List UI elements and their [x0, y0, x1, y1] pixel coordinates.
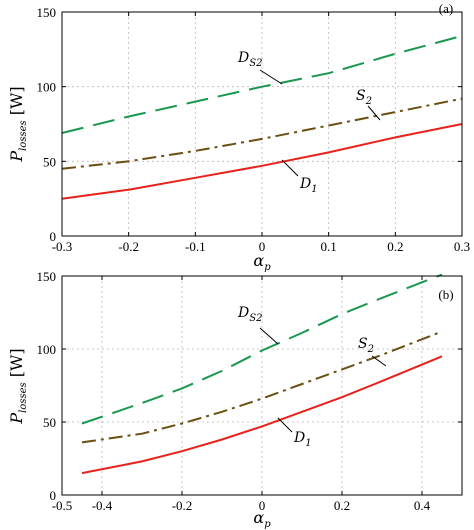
- series-line-d1: [81, 355, 443, 475]
- y-tick-label: 0: [50, 488, 57, 503]
- x-tick-label: -0.2: [118, 239, 139, 254]
- annotation-leader: [259, 69, 283, 85]
- chart-panel-1: -0.5 -0.4 -0.2 0 0.2 0.4 0 50 100 150 αp Plosses [W…: [7, 269, 463, 530]
- series-line-d1: [61, 123, 463, 200]
- x-axis-label: αp: [253, 508, 271, 530]
- y-tick-label: 0: [50, 229, 57, 244]
- x-tick-label: 0: [259, 498, 266, 513]
- x-tick-label: -0.1: [185, 239, 206, 254]
- x-tick-label: 0.2: [387, 239, 403, 254]
- series-annotation-s2: S2: [358, 336, 374, 355]
- series-line-s2: [61, 97, 463, 170]
- panel-label: (a): [439, 1, 453, 16]
- x-tick-label: 0.4: [414, 498, 431, 513]
- y-tick-label: 100: [37, 80, 57, 95]
- chart-panel-0: -0.3 -0.2 -0.1 0 0.1 0.2 0.3 0 50 100 150 αp Plosses…: [7, 1, 470, 273]
- y-tick-label: 150: [37, 5, 57, 20]
- annotation-leader: [371, 355, 387, 367]
- annotation-leader: [277, 417, 293, 433]
- annotation-leader: [367, 105, 381, 121]
- x-tick-label: 0.3: [454, 239, 470, 254]
- series-annotation-ds2: DS2: [237, 305, 262, 324]
- series-annotation-ds2: DS2: [237, 50, 262, 69]
- x-tick-label: -0.5: [52, 498, 73, 513]
- series-annotation-d1: D1: [293, 430, 312, 449]
- annotation-leader: [259, 327, 279, 345]
- y-axis-label: Plosses [W]: [7, 348, 29, 424]
- x-tick-label: -0.2: [172, 498, 193, 513]
- y-tick-label: 150: [37, 269, 57, 284]
- series-line-ds2: [81, 273, 443, 425]
- y-tick-label: 50: [43, 415, 56, 430]
- series-annotation-s2: S2: [356, 88, 372, 107]
- x-axis-label: αp: [253, 251, 271, 273]
- annotation-leader: [281, 159, 299, 177]
- y-tick-label: 50: [43, 154, 56, 169]
- x-tick-label: 0.2: [334, 498, 350, 513]
- series-line-ds2: [61, 34, 463, 134]
- x-tick-label: -0.3: [52, 239, 73, 254]
- panel-label: (b): [438, 287, 453, 302]
- series-annotation-d1: D1: [299, 176, 318, 195]
- y-axis-label: Plosses [W]: [7, 86, 29, 162]
- y-tick-label: 100: [37, 342, 57, 357]
- x-tick-label: 0: [259, 239, 266, 254]
- series-line-s2: [81, 330, 443, 444]
- x-tick-label: 0.1: [321, 239, 337, 254]
- x-tick-label: -0.4: [92, 498, 113, 513]
